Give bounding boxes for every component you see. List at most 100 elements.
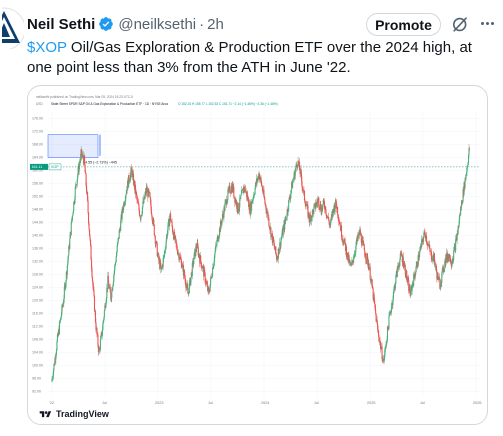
candle-body: [214, 246, 217, 252]
y-tick-label: 160.00: [32, 169, 43, 173]
tweet-media-chart[interactable]: neilksethi published on TradingView.com,…: [27, 85, 488, 425]
candle-body: [156, 243, 158, 257]
grok-icon[interactable]: [451, 15, 470, 34]
candle-body: [354, 253, 356, 255]
chart-currency-label: USD: [36, 102, 43, 106]
candle-body: [175, 243, 178, 246]
candle-body: [276, 258, 278, 261]
candle-body: [77, 174, 79, 180]
y-tick-label: 120.00: [32, 299, 43, 303]
candle-body: [335, 199, 337, 208]
candle-body: [163, 255, 165, 259]
candle-body: [51, 377, 54, 379]
candle-body: [76, 184, 78, 186]
candle-body: [116, 251, 118, 256]
candle-body: [264, 203, 266, 205]
candle-body: [392, 291, 394, 300]
candle-body: [170, 213, 172, 221]
candle-body: [288, 197, 290, 201]
candle-body: [428, 244, 431, 249]
author-name[interactable]: Neil Sethi: [27, 15, 96, 33]
candle-body: [253, 195, 255, 199]
avatar[interactable]: [2, 7, 24, 49]
candle-body: [149, 192, 151, 197]
candle-body: [349, 262, 351, 266]
candle-body: [301, 180, 303, 188]
candle-body: [121, 208, 123, 219]
candle-body: [68, 246, 70, 256]
candle-body: [139, 215, 141, 217]
candle-body: [154, 235, 156, 237]
candle-body: [370, 279, 372, 282]
candle-body: [179, 256, 182, 259]
candle-body: [89, 229, 91, 237]
candle-body: [323, 201, 325, 206]
candle-body: [148, 189, 150, 193]
candle-body: [437, 276, 439, 280]
candle-body: [123, 203, 125, 211]
tradingview-logo: [39, 410, 52, 417]
y-tick-label: 112.00: [32, 325, 43, 329]
candle-body: [310, 216, 312, 222]
candle-body: [450, 261, 452, 264]
x-tick-label: Jul: [314, 401, 319, 405]
candle-body: [111, 289, 113, 299]
candle-body: [208, 287, 210, 292]
candle-body: [379, 341, 381, 342]
candle-body: [221, 219, 223, 225]
candle-body: [357, 235, 359, 239]
separator-dot: ·: [199, 15, 205, 33]
candle-body: [120, 220, 122, 231]
candle-body: [141, 213, 143, 216]
candle-body: [434, 260, 436, 267]
candle-body: [311, 209, 313, 218]
verified-badge-icon[interactable]: [98, 16, 114, 32]
candle-body: [136, 199, 139, 201]
candle-body: [345, 246, 348, 257]
candle-body: [460, 207, 462, 216]
candle-body: [446, 252, 448, 260]
candle-body: [461, 200, 463, 208]
candle-body: [131, 173, 134, 178]
candle-body: [280, 238, 282, 242]
candle-body: [213, 261, 215, 265]
candle-body: [394, 283, 396, 289]
chart-ticker-line: State Street SPDR S&P Oil & Gas Explorat…: [51, 102, 168, 106]
candle-body: [110, 298, 112, 300]
candle-body: [377, 323, 379, 330]
cashtag-link[interactable]: $XOP: [27, 39, 67, 56]
candle-body: [175, 238, 177, 244]
candle-body: [417, 266, 419, 268]
candle-body: [103, 317, 105, 321]
candle-body: [132, 173, 134, 174]
candle-body: [399, 259, 401, 267]
candle-body: [403, 264, 405, 268]
more-icon[interactable]: [481, 22, 501, 28]
candle-body: [150, 206, 152, 214]
candle-body: [182, 264, 184, 266]
candle-body: [88, 212, 90, 224]
candle-body: [51, 378, 53, 382]
candle-body: [212, 267, 214, 277]
candle-body: [181, 267, 183, 269]
candle-body: [270, 233, 272, 238]
candle-body: [55, 354, 57, 360]
promote-button[interactable]: Promote: [366, 13, 441, 36]
timestamp[interactable]: 2h: [207, 15, 224, 33]
candle-body: [165, 247, 167, 250]
candle-body: [443, 268, 445, 271]
candle-body: [171, 221, 173, 227]
candle-body: [105, 298, 107, 304]
candle-body: [101, 330, 103, 336]
candle-body: [438, 277, 440, 280]
candle-body: [86, 185, 88, 194]
candle-body: [339, 221, 341, 225]
candle-body: [431, 260, 433, 261]
author-handle[interactable]: @neilksethi: [118, 15, 197, 33]
candle-body: [380, 348, 382, 350]
candle-body: [343, 240, 345, 245]
candle-body: [280, 241, 282, 248]
x-tick-label: Jul: [208, 401, 213, 405]
candle-body: [419, 248, 421, 252]
candle-body: [130, 173, 132, 180]
